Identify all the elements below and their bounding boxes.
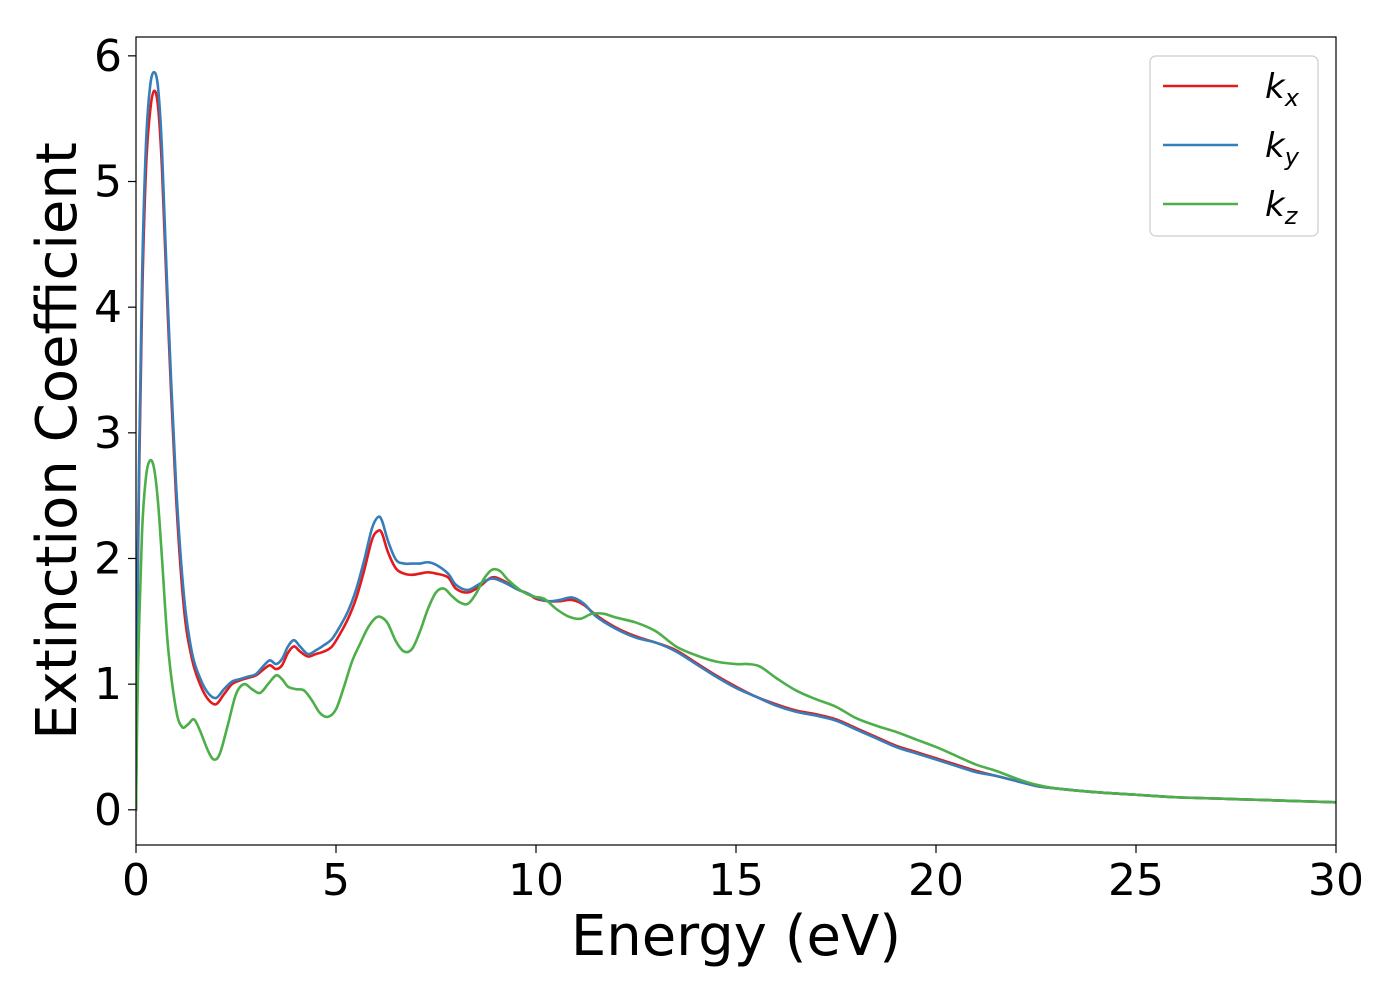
y-tick-label: 1 (94, 659, 122, 710)
y-tick-label: 6 (94, 31, 122, 82)
x-axis-label: Energy (eV) (571, 904, 901, 969)
x-tick-label: 30 (1308, 855, 1364, 906)
y-tick-label: 4 (94, 282, 122, 333)
x-tick-label: 10 (508, 855, 564, 906)
x-tick-label: 15 (708, 855, 764, 906)
series-line-y (136, 70, 1336, 812)
legend-label-y: ky (1265, 126, 1300, 171)
y-tick-label: 2 (94, 533, 122, 584)
legend-label-x: kx (1265, 67, 1300, 112)
y-tick-label: 0 (94, 785, 122, 836)
legend-label-z: kz (1265, 185, 1299, 230)
x-tick-label: 25 (1108, 855, 1164, 906)
y-axis: 0 1 2 3 4 5 6 (94, 31, 136, 836)
legend: kx ky kz (1149, 55, 1319, 237)
y-axis-label: Extinction Coefficient (25, 142, 90, 740)
x-tick-label: 0 (122, 855, 150, 906)
plot-lines (136, 70, 1336, 812)
x-tick-label: 20 (908, 855, 964, 906)
series-line-z (136, 458, 1336, 812)
x-tick-label: 5 (322, 855, 350, 906)
y-tick-label: 3 (94, 408, 122, 459)
x-axis: 0 5 10 15 20 25 30 (122, 845, 1364, 906)
y-tick-label: 5 (94, 157, 122, 208)
